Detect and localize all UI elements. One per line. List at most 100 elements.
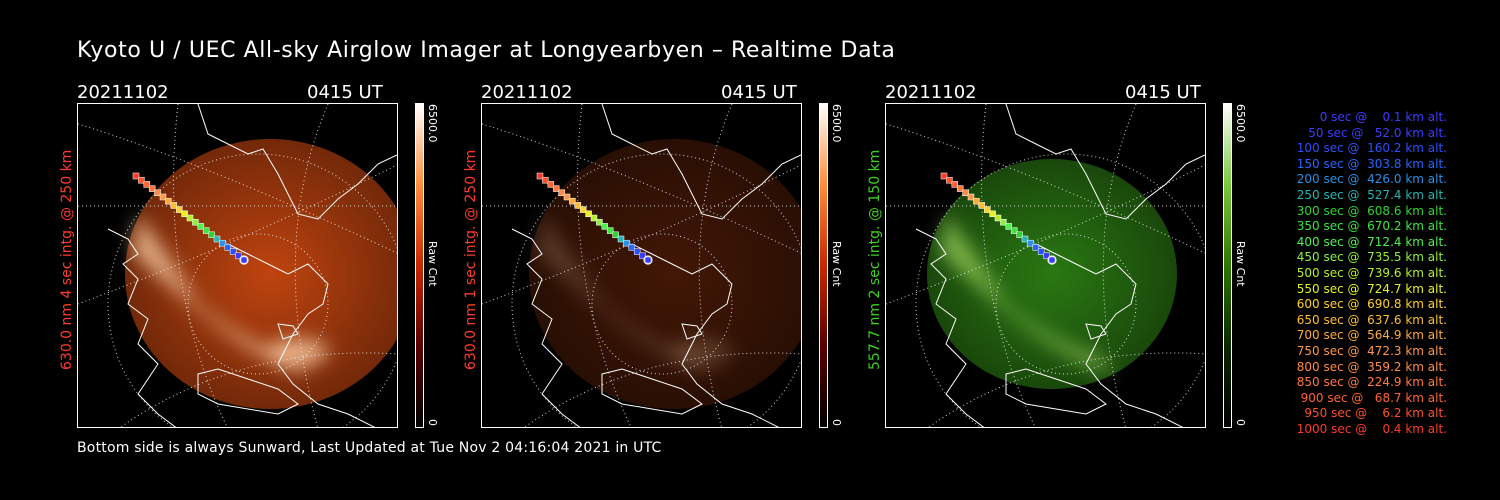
track-point: [569, 197, 576, 205]
track-point: [186, 214, 194, 222]
track-point: [1048, 256, 1056, 264]
legend-entry: 950 sec @ 6.2 km alt.: [1304, 406, 1447, 421]
track-point: [1010, 227, 1018, 234]
track-point: [143, 181, 151, 188]
track-point: [175, 206, 183, 213]
track-point: [962, 189, 969, 197]
legend-entry: 550 sec @ 724.7 km alt.: [1296, 281, 1447, 296]
panel-3-cbar-max: 6500.0: [1234, 104, 1247, 143]
legend-entry: 100 sec @ 160.2 km alt.: [1296, 141, 1447, 156]
panel-2-cbar-label: Raw Cnt: [830, 241, 843, 287]
panel-1-cbar-min: 0: [426, 419, 439, 426]
aurora-emission: [133, 214, 328, 374]
panel-2-ylabel: 630.0 nm 1 sec intg. @ 250 km: [463, 149, 479, 370]
panel-1-ylabel: 630.0 nm 4 sec intg. @ 250 km: [59, 149, 75, 370]
track-point: [989, 210, 996, 218]
track-point: [574, 202, 582, 209]
legend-entry: 500 sec @ 739.6 km alt.: [1296, 265, 1447, 280]
track-point: [946, 176, 953, 184]
legend-entry: 50 sec @ 52.0 km alt.: [1308, 125, 1447, 140]
satellite-track: [940, 172, 1057, 265]
panel-2-cbar-max: 6500.0: [830, 104, 843, 143]
aurora-emission: [537, 214, 732, 374]
panel-1-date: 20211102: [77, 82, 169, 103]
track-point: [192, 218, 199, 226]
panel-3-time: 0415 UT: [1125, 82, 1201, 103]
track-point: [240, 256, 248, 264]
track-point: [585, 210, 592, 218]
track-point: [644, 256, 652, 264]
legend-entry: 350 sec @ 670.2 km alt.: [1296, 219, 1447, 234]
track-point: [606, 227, 614, 234]
legend-entry: 800 sec @ 359.2 km alt.: [1296, 359, 1447, 374]
track-point: [159, 193, 167, 201]
track-point: [579, 206, 587, 213]
coastline: [511, 104, 801, 427]
track-point: [612, 231, 619, 239]
panel-2-date: 20211102: [481, 82, 573, 103]
coastline: [915, 104, 1205, 427]
legend-entry: 0 sec @ 0.1 km alt.: [1319, 110, 1447, 124]
track-point: [552, 185, 560, 192]
footer-status: Bottom side is always Sunward, Last Upda…: [77, 440, 662, 456]
track-point: [563, 193, 571, 201]
track-point: [536, 172, 544, 180]
track-point: [639, 252, 646, 260]
legend-entry: 450 sec @ 735.5 km alt.: [1296, 250, 1447, 265]
track-point: [967, 193, 975, 201]
legend-entry: 1000 sec @ 0.4 km alt.: [1296, 421, 1447, 436]
time-altitude-legend: 0 sec @ 0.1 km alt. 50 sec @ 52.0 km alt.…: [1262, 110, 1447, 437]
satellite-track: [536, 172, 653, 265]
track-point: [1032, 244, 1040, 251]
legend-entry: 600 sec @ 690.8 km alt.: [1296, 297, 1447, 312]
track-point: [558, 189, 565, 197]
track-point: [940, 172, 948, 180]
track-end-marker: [643, 255, 653, 265]
track-point: [1016, 231, 1023, 239]
track-point: [154, 189, 161, 197]
legend-entry: 900 sec @ 68.7 km alt.: [1300, 390, 1447, 405]
satellite-track: [132, 172, 249, 265]
panel-3-cbar-min: 0: [1234, 419, 1247, 426]
track-point: [628, 244, 636, 251]
legend-entry: 200 sec @ 426.0 km alt.: [1296, 172, 1447, 187]
legend-entry: 750 sec @ 472.3 km alt.: [1296, 343, 1447, 358]
track-point: [197, 223, 205, 230]
panel-2-cbar-min: 0: [830, 419, 843, 426]
track-point: [590, 214, 598, 222]
track-point: [978, 202, 986, 209]
track-point: [1021, 235, 1029, 243]
track-point: [633, 248, 641, 255]
track-point: [983, 206, 991, 213]
panel-2-colorbar: [819, 103, 828, 428]
sky-disk: [529, 139, 801, 409]
coastline: [107, 104, 397, 427]
track-point: [617, 235, 625, 243]
track-point: [170, 202, 178, 209]
panel-3-colorbar: [1223, 103, 1232, 428]
legend-entry: 150 sec @ 303.8 km alt.: [1296, 156, 1447, 171]
track-point: [623, 239, 630, 247]
panel-1-image: [77, 103, 398, 428]
legend-entry: 650 sec @ 637.6 km alt.: [1296, 312, 1447, 327]
track-point: [542, 176, 549, 184]
track-point: [235, 252, 242, 260]
panel-1-colorbar: [415, 103, 424, 428]
track-point: [213, 235, 221, 243]
track-point: [148, 185, 156, 192]
legend-entry: 700 sec @ 564.9 km alt.: [1296, 328, 1447, 343]
track-end-marker: [239, 255, 249, 265]
track-point: [1027, 239, 1034, 247]
legend-entry: 300 sec @ 608.6 km alt.: [1296, 203, 1447, 218]
track-point: [224, 244, 232, 251]
track-point: [202, 227, 210, 234]
panel-1-cbar-max: 6500.0: [426, 104, 439, 143]
panel-3-date: 20211102: [885, 82, 977, 103]
panel-2-time: 0415 UT: [721, 82, 797, 103]
track-point: [229, 248, 237, 255]
track-point: [994, 214, 1002, 222]
panel-3-image: [885, 103, 1206, 428]
track-point: [1043, 252, 1050, 260]
track-point: [165, 197, 172, 205]
sky-disk: [125, 139, 397, 409]
